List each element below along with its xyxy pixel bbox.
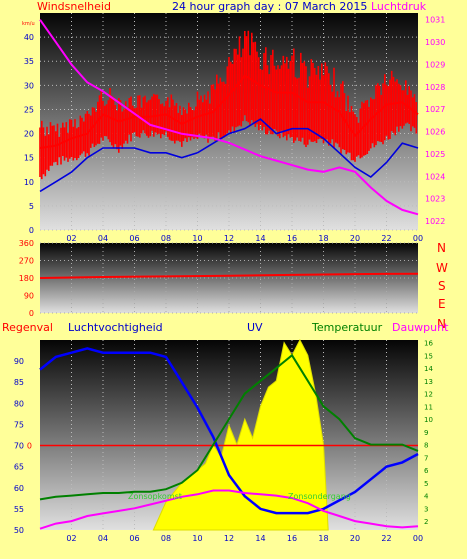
y-tick-label-temperature: 10 bbox=[424, 416, 433, 424]
wind-speed-label: Windsnelheid bbox=[37, 0, 111, 13]
x-tick-label: 20 bbox=[350, 234, 360, 243]
y-tick-label-wind: 20 bbox=[24, 130, 34, 139]
compass-w: W bbox=[436, 261, 448, 275]
x-tick-label: 02 bbox=[66, 234, 76, 243]
x-tick-label: 02 bbox=[66, 534, 76, 543]
compass-n-bottom: N bbox=[437, 317, 446, 331]
y-tick-label-temperature: 9 bbox=[424, 429, 428, 437]
y-tick-label-humidity: 70 bbox=[14, 442, 24, 451]
y-tick-label-wind: 10 bbox=[24, 178, 34, 187]
y-tick-label-temperature: 15 bbox=[424, 352, 433, 360]
y-tick-label-direction: 360 bbox=[19, 239, 34, 248]
y-tick-label-direction: 270 bbox=[19, 257, 34, 266]
rainfall-label: Regenval bbox=[2, 321, 53, 334]
rain-level-label: 0 bbox=[27, 442, 32, 451]
y-tick-label-humidity: 55 bbox=[14, 505, 24, 514]
compass-e: E bbox=[438, 297, 446, 311]
pressure-label: Luchtdruk bbox=[371, 0, 427, 13]
uv-area bbox=[152, 338, 329, 531]
y-tick-label-pressure: 1022 bbox=[425, 217, 445, 226]
y-tick-label-pressure: 1024 bbox=[425, 172, 445, 181]
y-tick-label-humidity: 80 bbox=[14, 399, 24, 408]
y-tick-label-wind: 30 bbox=[24, 81, 34, 90]
x-tick-label: 10 bbox=[192, 234, 202, 243]
y-tick-label-pressure: 1031 bbox=[425, 16, 445, 25]
y-tick-label-humidity: 85 bbox=[14, 378, 24, 387]
y-tick-label-temperature: 8 bbox=[424, 442, 428, 450]
wind-average-line bbox=[39, 118, 419, 193]
chart-title: 24 hour graph day : 07 March 2015 bbox=[172, 0, 367, 13]
uv-label: UV bbox=[247, 321, 263, 334]
y-tick-label-humidity: 50 bbox=[14, 526, 24, 535]
y-tick-label-wind: 5 bbox=[29, 202, 34, 211]
x-tick-label: 10 bbox=[192, 534, 202, 543]
y-tick-label-humidity: 75 bbox=[14, 420, 24, 429]
y-tick-label-temperature: 16 bbox=[424, 340, 433, 348]
y-tick-label-direction: 180 bbox=[19, 274, 34, 283]
y-tick-label-temperature: 7 bbox=[424, 454, 428, 462]
y-tick-label-pressure: 1028 bbox=[425, 83, 445, 92]
wind-speed-line bbox=[39, 74, 419, 149]
x-tick-label: 16 bbox=[287, 234, 297, 243]
y-tick-label-wind: 35 bbox=[24, 57, 34, 66]
sunset-annotation: Zonsondergang bbox=[288, 492, 351, 501]
y-tick-label-temperature: 3 bbox=[424, 505, 428, 513]
x-tick-label: 14 bbox=[255, 534, 265, 543]
y-tick-label-temperature: 2 bbox=[424, 518, 428, 526]
y-tick-label-wind: 40 bbox=[24, 33, 34, 42]
compass-s: S bbox=[438, 279, 446, 293]
x-tick-label: 00 bbox=[413, 234, 423, 243]
x-tick-label: 14 bbox=[255, 234, 265, 243]
temperature-label: Temperatuur bbox=[311, 321, 383, 334]
y-tick-label-pressure: 1027 bbox=[425, 105, 445, 114]
y-tick-label-pressure: 1030 bbox=[425, 38, 445, 47]
x-tick-label: 12 bbox=[224, 234, 234, 243]
x-tick-label: 22 bbox=[381, 534, 391, 543]
y-tick-label-humidity: 90 bbox=[14, 357, 24, 366]
x-tick-label: 18 bbox=[318, 234, 328, 243]
y-tick-label-temperature: 4 bbox=[424, 493, 429, 501]
y-tick-label-temperature: 14 bbox=[424, 365, 433, 373]
x-tick-label: 00 bbox=[413, 534, 423, 543]
y-tick-label-wind: 25 bbox=[24, 105, 34, 114]
humidity-label: Luchtvochtigheid bbox=[68, 321, 163, 334]
y-tick-label-wind: 0 bbox=[29, 226, 34, 235]
y-tick-label-temperature: 5 bbox=[424, 480, 428, 488]
x-tick-label: 04 bbox=[98, 534, 108, 543]
x-tick-label: 06 bbox=[129, 534, 139, 543]
y-tick-label-wind: 15 bbox=[24, 154, 34, 163]
x-tick-label: 18 bbox=[318, 534, 328, 543]
y-tick-label-pressure: 1029 bbox=[425, 60, 445, 69]
y-tick-label-humidity: 60 bbox=[14, 484, 24, 493]
y-tick-label-temperature: 11 bbox=[424, 403, 433, 411]
wind-unit-label: km/u bbox=[22, 21, 35, 27]
y-tick-label-pressure: 1025 bbox=[425, 150, 445, 159]
dewpoint-label: Dauwpunt bbox=[392, 321, 449, 334]
y-tick-label-humidity: 65 bbox=[14, 463, 24, 472]
compass-n-top: N bbox=[437, 241, 446, 255]
y-tick-label-direction: 0 bbox=[29, 309, 34, 318]
x-tick-label: 06 bbox=[129, 234, 139, 243]
humidity-line bbox=[39, 347, 419, 515]
y-tick-label-pressure: 1026 bbox=[425, 128, 445, 137]
x-tick-label: 12 bbox=[224, 534, 234, 543]
x-tick-label: 20 bbox=[350, 534, 360, 543]
y-tick-label-direction: 90 bbox=[24, 292, 34, 301]
dewpoint-line bbox=[39, 489, 419, 530]
y-tick-label-temperature: 6 bbox=[424, 467, 429, 475]
x-tick-label: 04 bbox=[98, 234, 108, 243]
y-tick-label-temperature: 13 bbox=[424, 378, 433, 386]
y-tick-label-pressure: 1023 bbox=[425, 195, 445, 204]
y-tick-label-temperature: 12 bbox=[424, 391, 433, 399]
temperature-line bbox=[39, 353, 419, 501]
wind-direction-line bbox=[39, 272, 419, 279]
x-tick-label: 08 bbox=[161, 534, 171, 543]
pressure-line bbox=[39, 19, 419, 216]
x-tick-label: 22 bbox=[381, 234, 391, 243]
x-tick-label: 16 bbox=[287, 534, 297, 543]
sunrise-annotation: Zonsopkomst bbox=[128, 492, 182, 501]
x-tick-label: 08 bbox=[161, 234, 171, 243]
